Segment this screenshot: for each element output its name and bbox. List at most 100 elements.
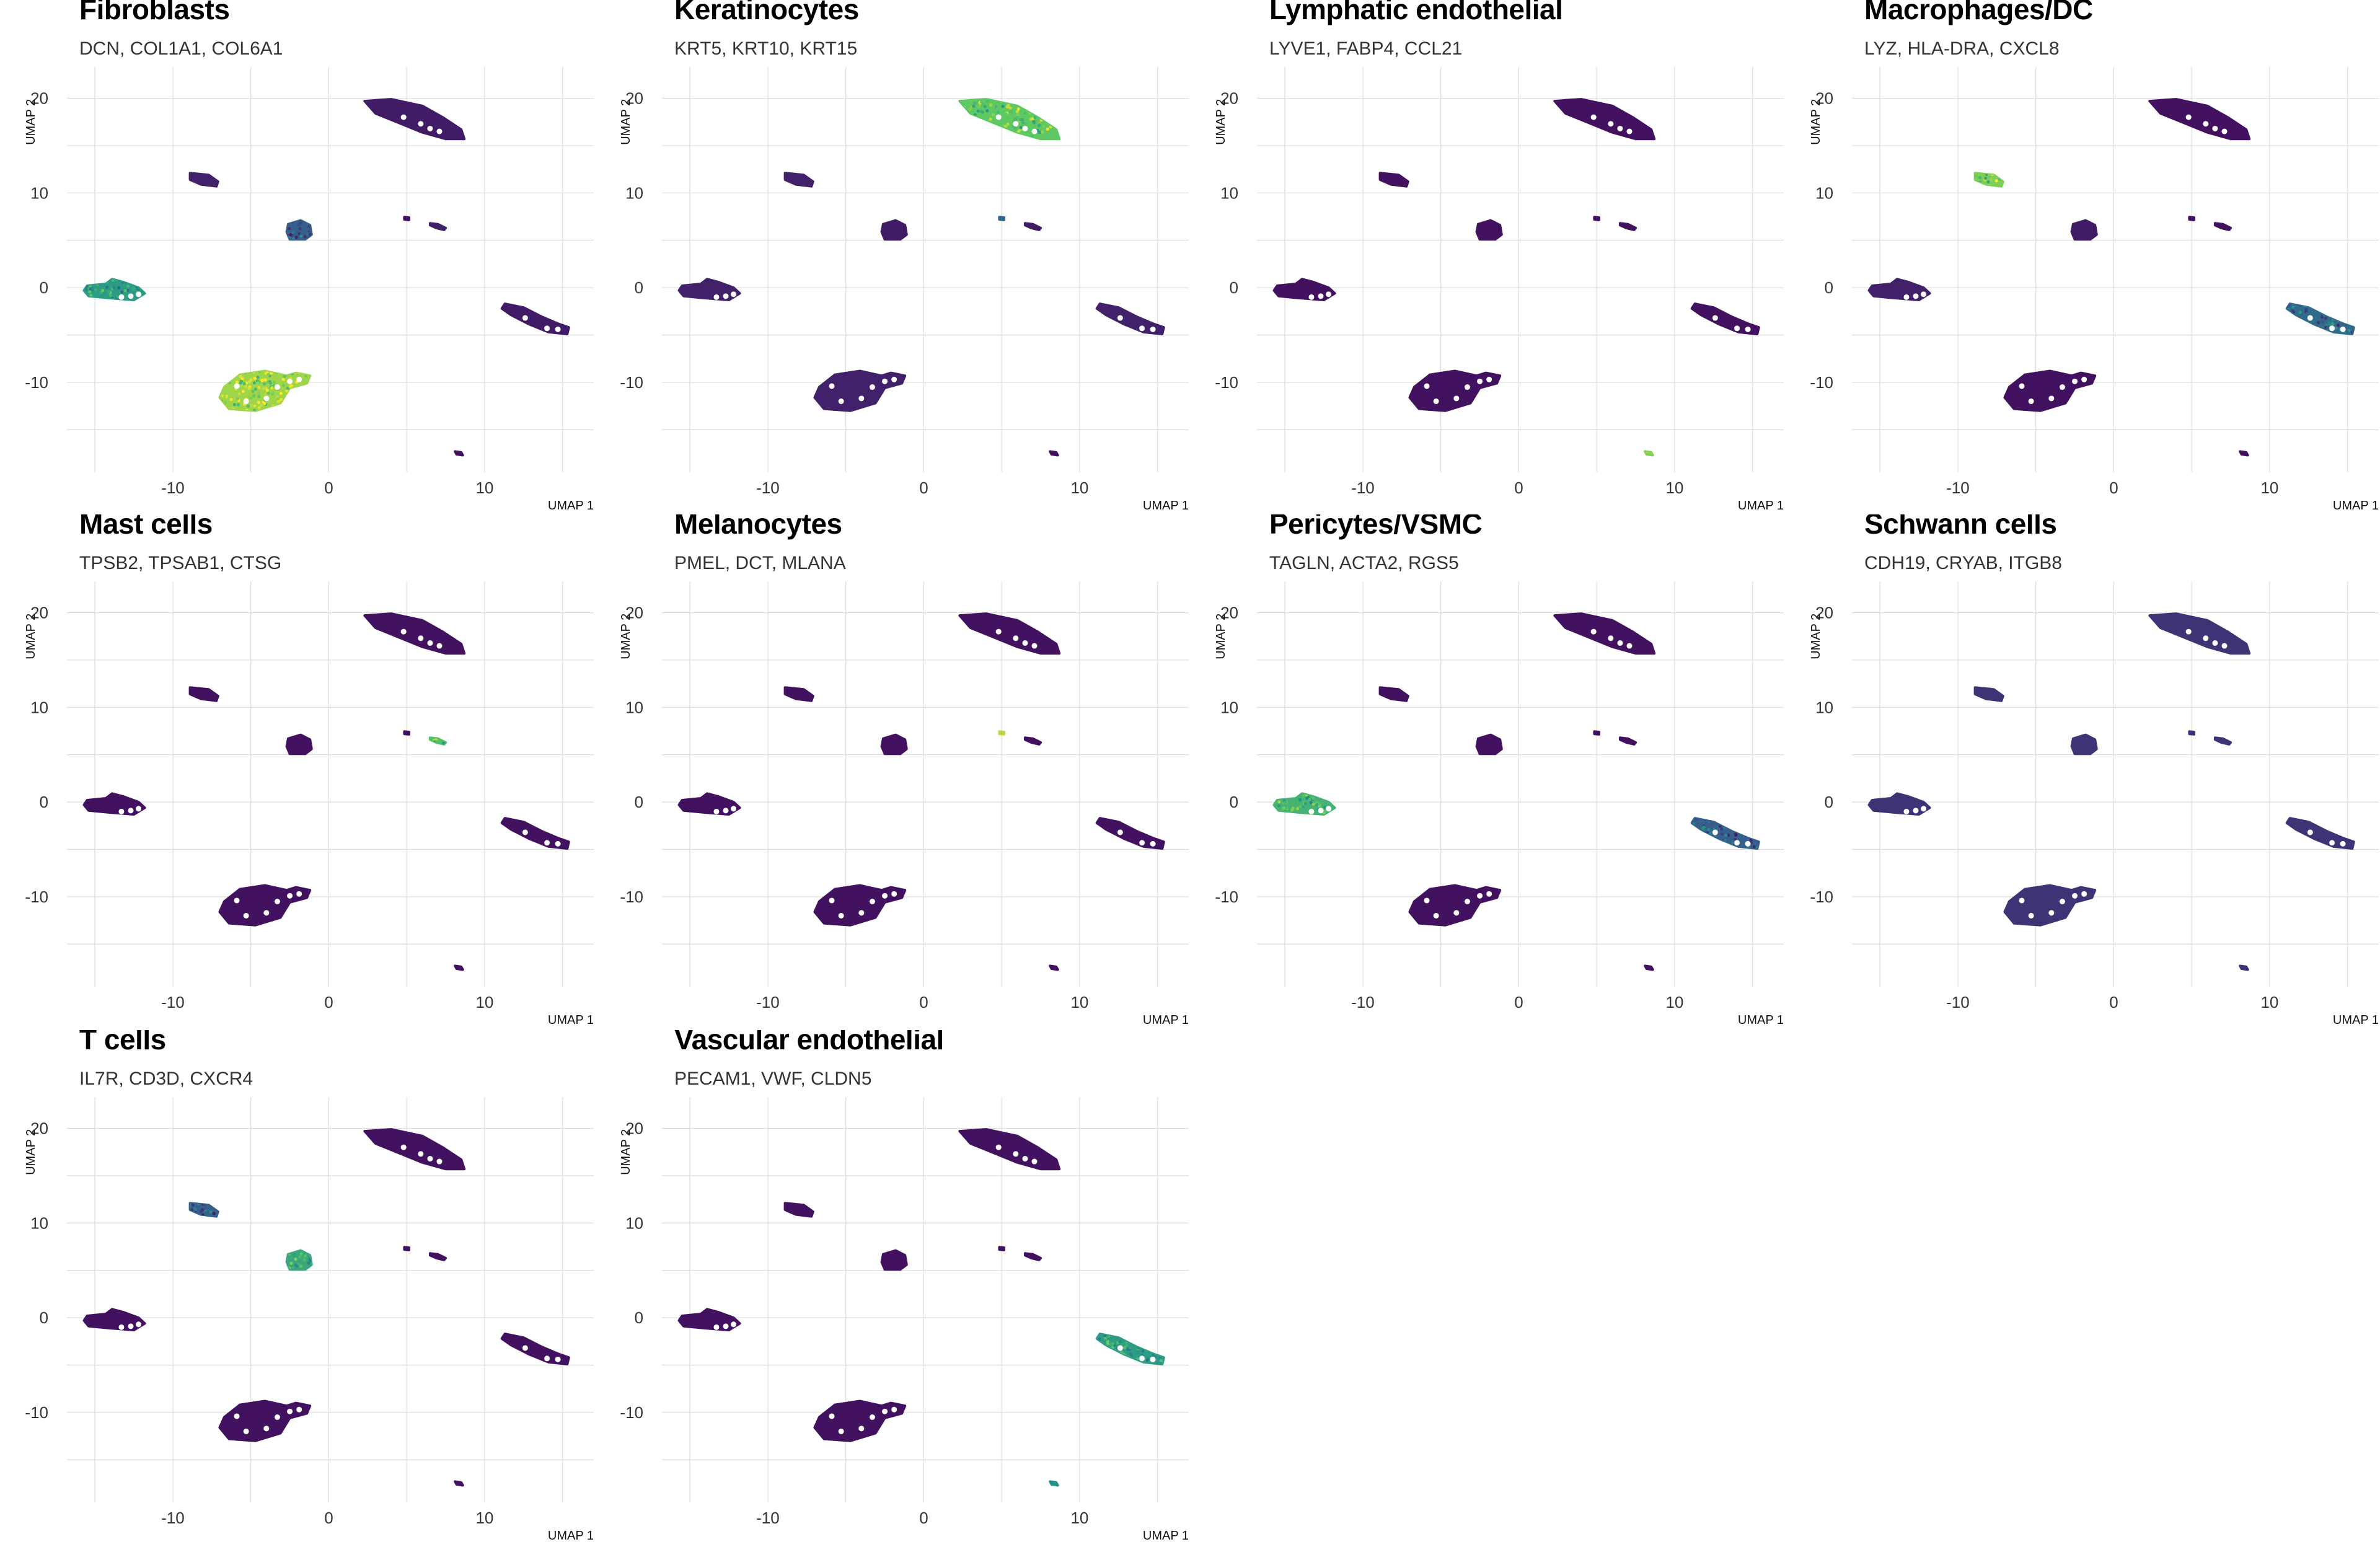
cell-point [286,386,289,390]
cell-point [1975,174,1977,177]
cell-point [1727,822,1731,826]
cluster-gap [296,1406,302,1413]
umap-scatter-plot: -10 0 10 -10 0 10 20 UMAP 1 UMAP 2 [1214,67,1784,513]
cell-point [1001,105,1005,108]
y-tick-label: 20 [30,604,48,622]
cell-point [2294,329,2299,333]
cluster-gap [1139,1355,1145,1362]
cell-point [1712,844,1716,848]
cell-point [1734,819,1737,823]
cell-point [1708,844,1712,848]
cell-point [1323,806,1326,809]
cell-point [2308,325,2312,329]
panel-marker-genes: LYVE1, FABP4, CCL21 [1269,38,1463,59]
cell-point [1282,806,1285,810]
cell-cluster [958,98,1061,141]
x-tick-label: -10 [161,478,185,497]
cell-point [279,391,283,395]
cell-point [1986,180,1990,183]
cell-point [1298,804,1302,808]
cell-point [1052,118,1056,122]
cell-cluster [285,219,313,241]
cell-point [2336,307,2340,311]
y-tick-label: 20 [625,604,643,622]
cluster-gap [869,1414,875,1421]
cell-point [123,289,127,293]
cell-point [1046,127,1049,131]
cell-point [90,286,94,290]
y-tick-label: 10 [625,1214,643,1232]
cell-cluster [82,278,146,301]
gridlines [1852,67,2379,472]
cell-point [1126,1347,1129,1351]
cell-point [997,102,1001,105]
cell-cluster [1973,172,2004,188]
cluster-cells [2239,964,2249,971]
cell-point [2337,312,2340,316]
cluster-cells [880,733,908,756]
panel-title: Macrophages/DC [1864,0,2093,25]
cluster-cells [218,884,312,927]
cell-point [1160,1339,1164,1342]
cluster-gap [2340,326,2346,332]
cell-point [994,120,998,123]
cell-point [191,1203,195,1207]
cell-cluster [454,1480,464,1487]
cluster-gap [1734,325,1740,332]
cluster-gap [995,1144,1002,1150]
x-tick-label: 10 [2260,478,2278,497]
cluster-gap [1913,293,1919,299]
cluster-gap [891,1406,897,1413]
cell-point [239,381,243,385]
cell-cluster [1023,1252,1042,1261]
cell-cluster [2285,302,2355,335]
cell-point [1106,1351,1110,1355]
umap-panel: T cells IL7R, CD3D, CXCR4 -10 0 10 -10 0 10 20 UM… [0,1030,595,1545]
cluster-gap [274,1414,280,1421]
panel-marker-genes: LYZ, HLA-DRA, CXCL8 [1864,38,2060,59]
cell-point [980,128,984,133]
cell-point [1054,118,1057,121]
cell-point [981,104,984,107]
cell-point [1024,122,1028,126]
cell-point [1113,1352,1117,1355]
cell-cluster [454,450,464,457]
cell-point [1697,840,1701,844]
cell-point [262,382,266,386]
cell-cluster [1378,686,1409,702]
cell-point [1717,841,1721,845]
cell-point [1977,184,1981,187]
cell-point [1128,1346,1132,1349]
cell-point [1127,1334,1130,1338]
gridlines [67,1097,594,1502]
cell-point [2351,320,2354,324]
cell-point [1285,807,1289,811]
cluster-gap [1486,891,1492,897]
cluster-gap [829,897,835,904]
cell-point [136,279,140,281]
gridlines [662,67,1189,472]
cell-point [989,131,992,135]
cluster-gap [136,1321,142,1328]
cell-point [281,384,285,387]
cell-point [209,1210,213,1214]
cell-point [1010,110,1013,113]
cell-point [1002,130,1006,134]
y-tick-label: 0 [40,1308,48,1327]
cell-point [1749,818,1753,822]
cell-point [997,110,1000,114]
cell-point [1734,818,1738,821]
cell-point [2351,309,2354,313]
y-tick-label: 0 [1230,793,1238,811]
cell-point [302,1258,306,1261]
cluster-gap [418,635,424,641]
cell-point [249,403,253,407]
cluster-cells [218,1399,312,1442]
cluster-gap [118,294,125,300]
umap-scatter-plot: -10 0 10 -10 0 10 20 UMAP 1 UMAP 2 [1214,581,1784,1027]
cell-point [299,387,302,391]
cell-point [1120,1359,1124,1363]
cell-point [2286,313,2290,317]
cluster-gap [1150,840,1156,847]
cell-point [242,382,246,386]
